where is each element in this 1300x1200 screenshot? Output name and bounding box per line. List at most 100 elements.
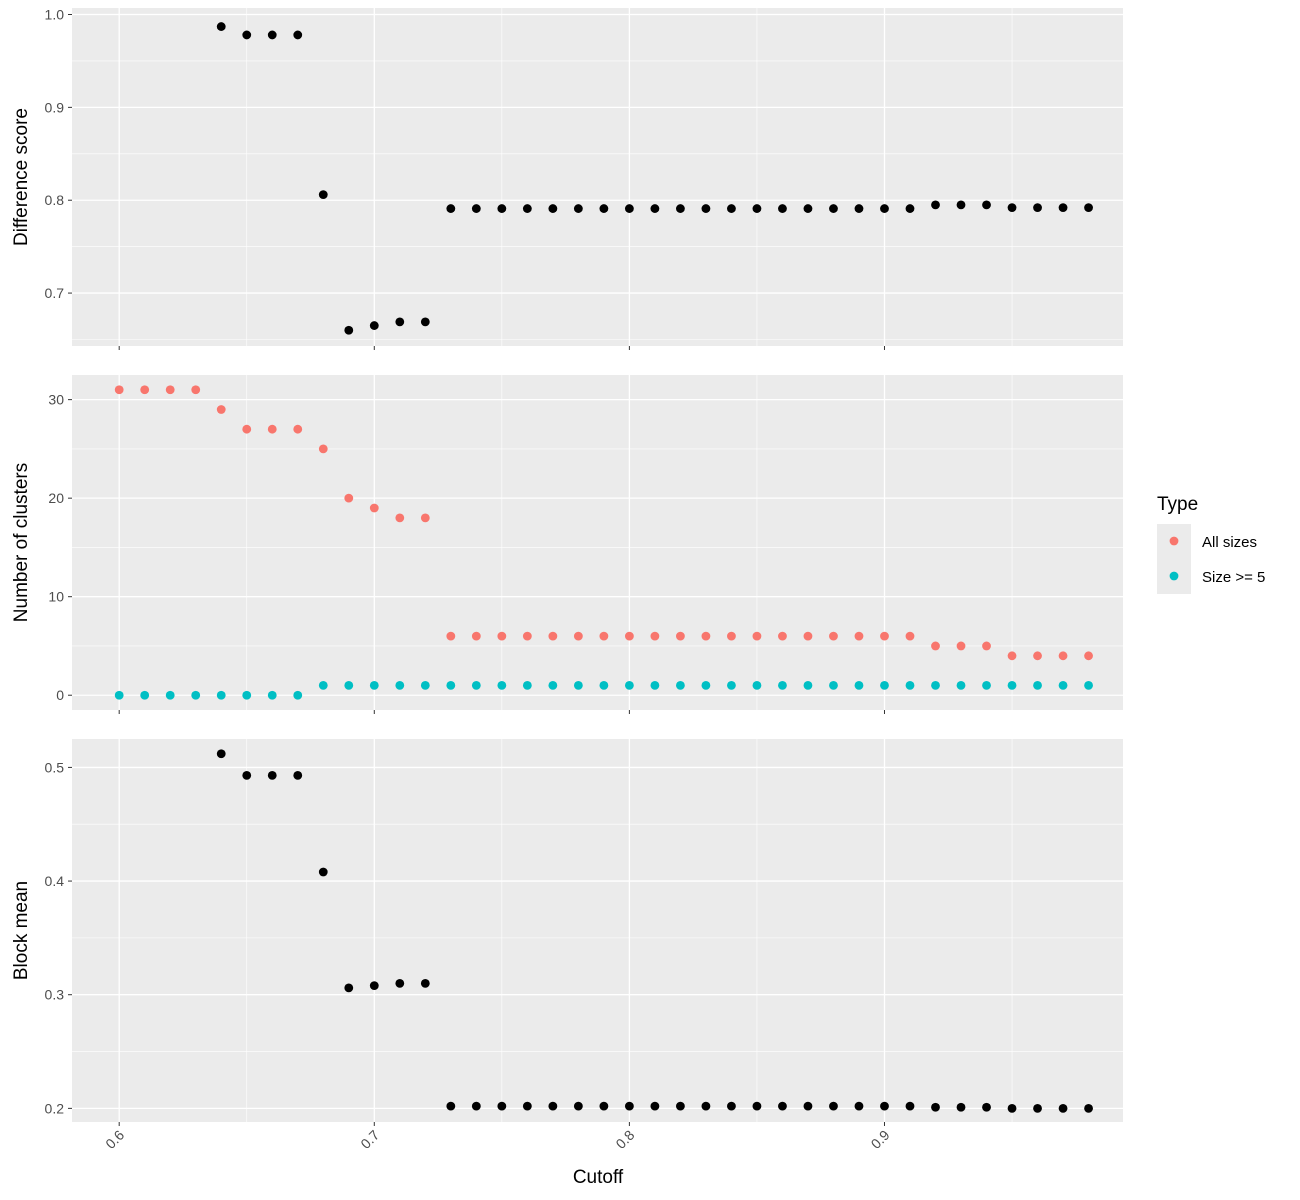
data-point [701, 631, 711, 641]
data-point [854, 631, 864, 641]
panel-3: 0.2 0.3 0.4 0.5 Block mean [11, 739, 1123, 1126]
data-point [752, 204, 762, 213]
data-point [956, 680, 966, 690]
data-point [880, 1101, 889, 1111]
data-point [420, 317, 430, 327]
data-point [267, 30, 277, 40]
data-point [140, 385, 150, 395]
y-axis-title: Block mean [11, 881, 32, 980]
data-point [1007, 680, 1017, 690]
data-point [573, 631, 583, 641]
data-point [931, 680, 940, 690]
x-tick-label: 0.6 [102, 1127, 127, 1152]
y-tick-label: 0.7 [45, 285, 65, 301]
data-point [701, 680, 711, 690]
data-point [752, 1101, 762, 1111]
data-point [599, 1101, 609, 1111]
data-point [497, 1101, 507, 1111]
panel-2: 0 10 20 30 Number of clusters [11, 375, 1123, 714]
data-point [778, 1101, 787, 1111]
data-point [880, 680, 889, 690]
legend-title: Type [1157, 494, 1198, 515]
data-point [420, 978, 430, 988]
data-point [446, 204, 456, 213]
data-point [1058, 651, 1068, 661]
data-point [1084, 651, 1093, 661]
panel-background [72, 375, 1123, 710]
data-point [114, 690, 124, 700]
data-point [114, 385, 124, 395]
data-point [395, 978, 405, 988]
data-point [293, 690, 303, 700]
data-point [318, 867, 328, 877]
legend-key-dot [1169, 536, 1179, 546]
data-point [165, 690, 175, 700]
data-point [267, 770, 277, 780]
data-point [727, 680, 736, 690]
x-tick-labels: 0.6 0.7 0.8 0.9 [102, 1127, 893, 1152]
data-point [624, 1101, 634, 1111]
data-point [854, 1101, 864, 1111]
data-point [880, 631, 889, 641]
data-point [778, 631, 787, 641]
data-point [242, 30, 252, 40]
data-point [165, 385, 175, 395]
data-point [676, 204, 685, 213]
x-tick-label: 0.7 [357, 1127, 382, 1152]
data-point [242, 424, 252, 434]
data-point [854, 204, 864, 213]
data-point [318, 680, 328, 690]
data-point [599, 631, 609, 641]
data-point [242, 770, 252, 780]
data-point [676, 1101, 685, 1111]
data-point [880, 204, 889, 213]
data-point [573, 680, 583, 690]
data-point [344, 983, 354, 993]
data-point [446, 680, 456, 690]
data-point [548, 631, 558, 641]
data-point [293, 424, 303, 434]
legend: Type All sizes Size >= 5 [1157, 494, 1265, 594]
y-tick-label: 0.4 [45, 873, 65, 889]
data-point [829, 1101, 838, 1111]
data-point [497, 204, 507, 213]
y-tick-label: 0.9 [45, 99, 65, 115]
data-point [471, 1101, 481, 1111]
legend-key-dot [1169, 571, 1179, 581]
data-point [727, 1101, 736, 1111]
data-point [599, 204, 609, 213]
data-point [242, 690, 252, 700]
data-point [1033, 651, 1042, 661]
data-point [548, 680, 558, 690]
data-point [471, 631, 481, 641]
y-tick-label: 0.2 [45, 1100, 65, 1116]
data-point [548, 204, 558, 213]
data-point [1084, 1103, 1093, 1113]
data-point [1033, 1103, 1042, 1113]
data-point [318, 444, 328, 454]
data-point [624, 631, 634, 641]
data-point [829, 631, 838, 641]
data-point [522, 204, 532, 213]
data-point [701, 1101, 711, 1111]
data-point [1007, 203, 1017, 213]
data-point [191, 385, 201, 395]
data-point [1084, 680, 1093, 690]
data-point [395, 513, 405, 523]
data-point [931, 641, 940, 651]
y-tick-label: 0.5 [45, 759, 65, 775]
data-point [599, 680, 609, 690]
data-point [727, 631, 736, 641]
data-point [803, 1101, 813, 1111]
legend-key-background [1157, 524, 1191, 594]
y-tick-label: 0.3 [45, 987, 65, 1003]
data-point [982, 641, 991, 651]
data-point [854, 680, 864, 690]
data-point [803, 631, 813, 641]
data-point [905, 1101, 915, 1111]
data-point [216, 690, 226, 700]
y-axis-title: Number of clusters [11, 463, 32, 622]
data-point [267, 690, 277, 700]
data-point [829, 204, 838, 213]
data-point [420, 513, 430, 523]
